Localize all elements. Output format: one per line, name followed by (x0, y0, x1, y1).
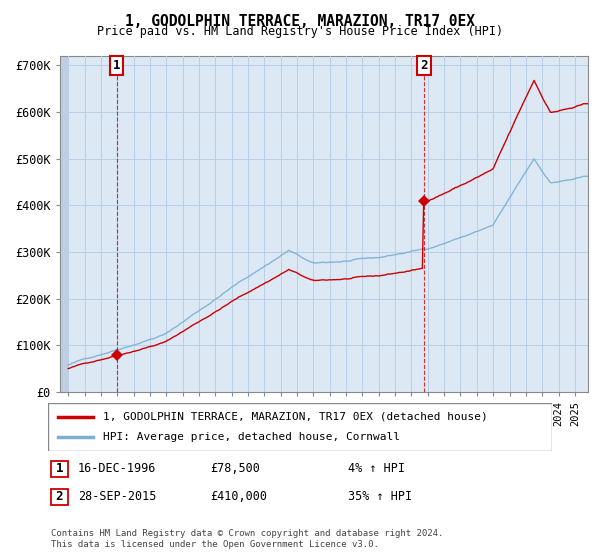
Text: 28-SEP-2015: 28-SEP-2015 (78, 490, 157, 503)
Text: 16-DEC-1996: 16-DEC-1996 (78, 462, 157, 475)
Text: 35% ↑ HPI: 35% ↑ HPI (348, 490, 412, 503)
Text: 2: 2 (56, 490, 63, 503)
FancyBboxPatch shape (48, 403, 552, 451)
Text: Price paid vs. HM Land Registry's House Price Index (HPI): Price paid vs. HM Land Registry's House … (97, 25, 503, 38)
Text: HPI: Average price, detached house, Cornwall: HPI: Average price, detached house, Corn… (103, 432, 400, 442)
Text: £78,500: £78,500 (210, 462, 260, 475)
Text: 1: 1 (113, 59, 120, 72)
Text: 4% ↑ HPI: 4% ↑ HPI (348, 462, 405, 475)
Text: 1, GODOLPHIN TERRACE, MARAZION, TR17 0EX (detached house): 1, GODOLPHIN TERRACE, MARAZION, TR17 0EX… (103, 412, 488, 422)
Text: 2: 2 (420, 59, 427, 72)
Text: Contains HM Land Registry data © Crown copyright and database right 2024.
This d: Contains HM Land Registry data © Crown c… (51, 529, 443, 549)
Bar (60, 56, 68, 392)
Text: 1: 1 (56, 462, 63, 475)
Text: 1, GODOLPHIN TERRACE, MARAZION, TR17 0EX: 1, GODOLPHIN TERRACE, MARAZION, TR17 0EX (125, 14, 475, 29)
Text: £410,000: £410,000 (210, 490, 267, 503)
